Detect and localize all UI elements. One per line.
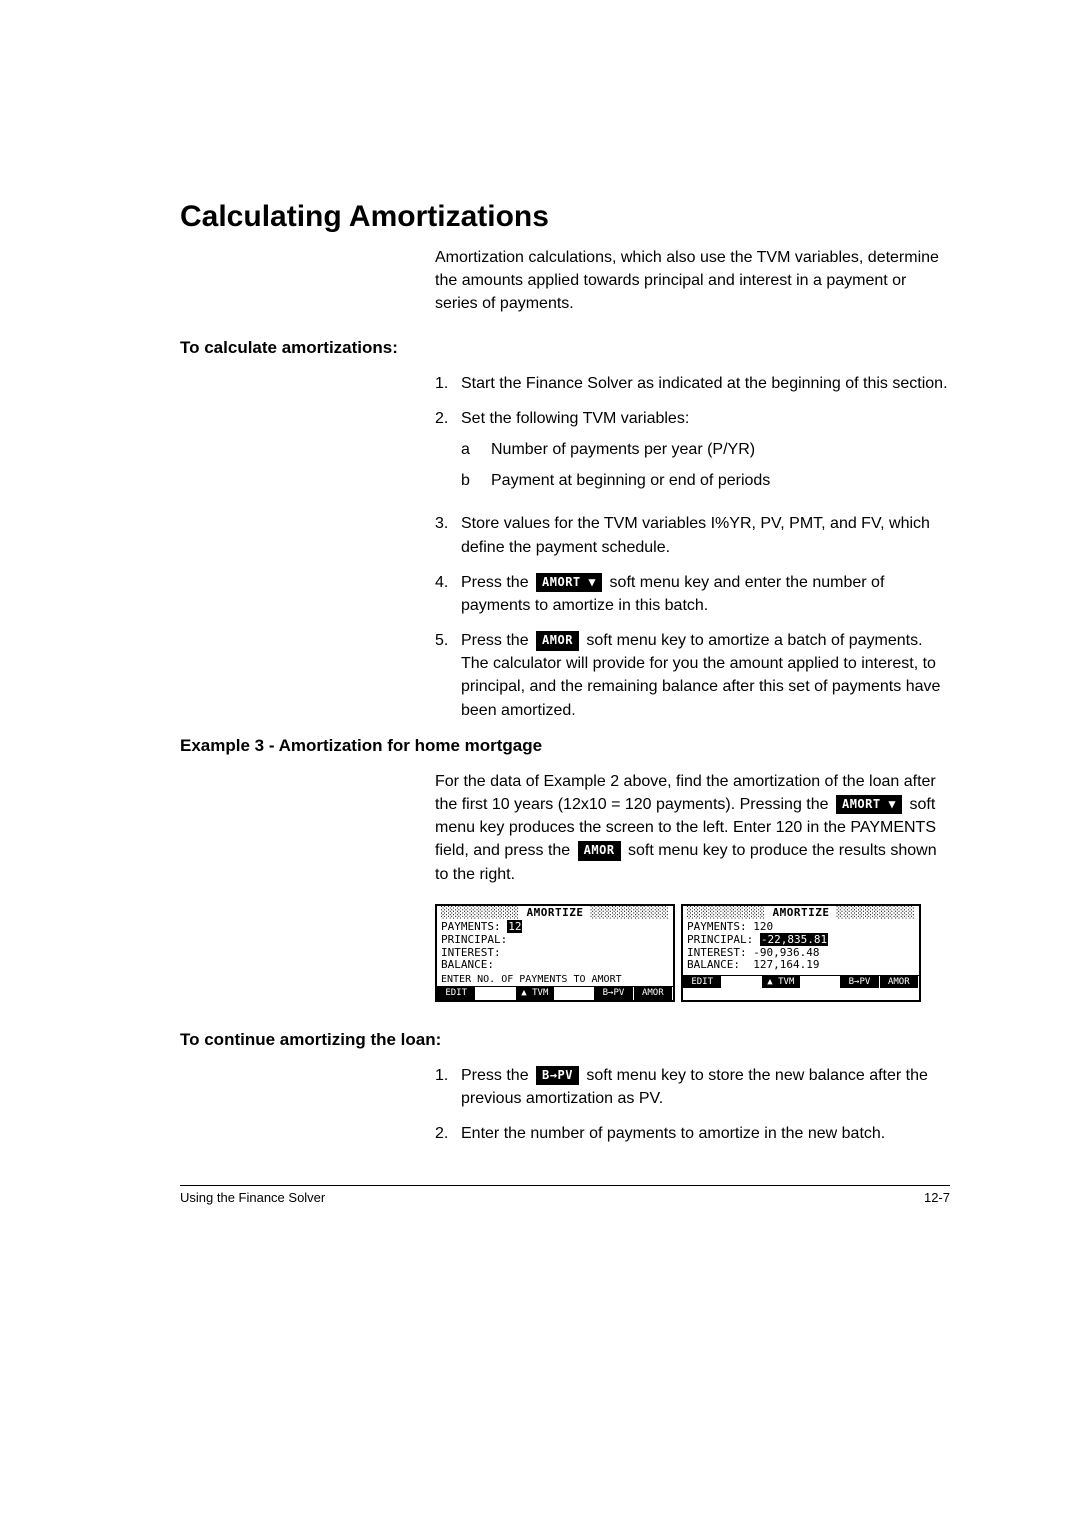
lcd-label: PRINCIPAL: xyxy=(687,933,753,946)
step-item: 1. Press the B→PV soft menu key to store… xyxy=(435,1064,950,1110)
lcd-body: PAYMENTS: 12 PRINCIPAL: INTEREST: BALANC… xyxy=(437,920,673,973)
step-body: Start the Finance Solver as indicated at… xyxy=(461,372,950,395)
step-item: 1. Start the Finance Solver as indicated… xyxy=(435,372,950,395)
lcd-menu-key: B→PV xyxy=(840,976,879,988)
lcd-hint: ENTER NO. OF PAYMENTS TO AMORT xyxy=(437,973,673,987)
lcd-label: BALANCE: xyxy=(687,958,740,971)
softkey-bpv: B→PV xyxy=(536,1066,579,1085)
lcd-value: -90,936.48 xyxy=(753,946,819,959)
substep-item: b Payment at beginning or end of periods xyxy=(461,469,950,492)
substep-text: Payment at beginning or end of periods xyxy=(491,469,770,492)
subheading-continue: To continue amortizing the loan: xyxy=(180,1030,950,1050)
subheading-calculate: To calculate amortizations: xyxy=(180,338,950,358)
lcd-row: BALANCE: 127,164.19 xyxy=(687,959,915,972)
subheading-example: Example 3 - Amortization for home mortga… xyxy=(180,736,950,756)
lcd-menu-key: AMOR xyxy=(634,987,673,999)
page-footer: Using the Finance Solver 12-7 xyxy=(180,1185,950,1205)
lcd-label: PAYMENTS: xyxy=(441,920,501,933)
step-item: 3. Store values for the TVM variables I%… xyxy=(435,512,950,558)
lcd-value: 120 xyxy=(753,920,773,933)
step-item: 4. Press the AMORT ▼ soft menu key and e… xyxy=(435,571,950,617)
lcd-value-highlighted: 12 xyxy=(507,920,522,933)
step-body: Press the AMOR soft menu key to amortize… xyxy=(461,629,950,722)
lcd-menu: EDIT ▲ TVM B→PV AMOR xyxy=(437,986,673,999)
step-item: 2. Set the following TVM variables: a Nu… xyxy=(435,407,950,501)
step-number: 2. xyxy=(435,1122,461,1145)
document-page: Calculating Amortizations Amortization c… xyxy=(0,0,1080,1265)
step-body: Store values for the TVM variables I%YR,… xyxy=(461,512,950,558)
softkey-amort-down: AMORT ▼ xyxy=(836,795,902,814)
substeps: a Number of payments per year (P/YR) b P… xyxy=(461,438,950,492)
step-text: Set the following TVM variables: xyxy=(461,410,689,427)
lcd-value: 127,164.19 xyxy=(747,958,820,971)
step-body: Enter the number of payments to amortize… xyxy=(461,1122,950,1145)
softkey-amor: AMOR xyxy=(536,631,579,650)
lcd-body: PAYMENTS: 120 PRINCIPAL: -22,835.81 INTE… xyxy=(683,920,919,973)
step-number: 4. xyxy=(435,571,461,617)
lcd-label: INTEREST: xyxy=(687,946,747,959)
lcd-menu-key: EDIT xyxy=(437,987,476,999)
steps-list-1: 1. Start the Finance Solver as indicated… xyxy=(435,372,950,722)
lcd-menu-key: ▲ TVM xyxy=(516,987,555,999)
step-text-pre: Press the xyxy=(461,632,533,649)
section-title: Calculating Amortizations xyxy=(180,200,950,234)
lcd-row: BALANCE: xyxy=(441,959,669,972)
lcd-label: PRINCIPAL: xyxy=(441,933,507,946)
step-item: 2. Enter the number of payments to amort… xyxy=(435,1122,950,1145)
calculator-screens: ░░░░░░░░░░░ AMORTIZE ░░░░░░░░░░░ PAYMENT… xyxy=(435,904,950,1002)
lcd-label: BALANCE: xyxy=(441,958,494,971)
lcd-value-highlighted: -22,835.81 xyxy=(760,933,828,946)
intro-paragraph: Amortization calculations, which also us… xyxy=(435,246,950,316)
step-text-pre: Press the xyxy=(461,1067,533,1084)
example-paragraph: For the data of Example 2 above, find th… xyxy=(435,770,950,886)
lcd-header: ░░░░░░░░░░░ AMORTIZE ░░░░░░░░░░░ xyxy=(683,906,919,921)
substep-label: b xyxy=(461,469,491,492)
lcd-menu-key-blank xyxy=(722,976,761,988)
lcd-menu-key: B→PV xyxy=(594,987,633,999)
lcd-menu-key-blank xyxy=(555,987,594,999)
lcd-header: ░░░░░░░░░░░ AMORTIZE ░░░░░░░░░░░ xyxy=(437,906,673,921)
step-number: 2. xyxy=(435,407,461,501)
lcd-menu-key: ▲ TVM xyxy=(762,976,801,988)
softkey-amort-down: AMORT ▼ xyxy=(536,573,602,592)
lcd-label: PAYMENTS: xyxy=(687,920,747,933)
lcd-menu-key-blank xyxy=(476,987,515,999)
step-body: Set the following TVM variables: a Numbe… xyxy=(461,407,950,501)
steps-list-3: 1. Press the B→PV soft menu key to store… xyxy=(435,1064,950,1146)
lcd-label: INTEREST: xyxy=(441,946,501,959)
footer-right: 12-7 xyxy=(924,1190,950,1205)
lcd-screen-right: ░░░░░░░░░░░ AMORTIZE ░░░░░░░░░░░ PAYMENT… xyxy=(681,904,921,1002)
substep-item: a Number of payments per year (P/YR) xyxy=(461,438,950,461)
step-body: Press the AMORT ▼ soft menu key and ente… xyxy=(461,571,950,617)
step-item: 5. Press the AMOR soft menu key to amort… xyxy=(435,629,950,722)
substep-text: Number of payments per year (P/YR) xyxy=(491,438,755,461)
footer-left: Using the Finance Solver xyxy=(180,1190,325,1205)
step-number: 1. xyxy=(435,1064,461,1110)
substep-label: a xyxy=(461,438,491,461)
lcd-screen-left: ░░░░░░░░░░░ AMORTIZE ░░░░░░░░░░░ PAYMENT… xyxy=(435,904,675,1002)
lcd-menu-key-blank xyxy=(801,976,840,988)
lcd-menu-key: EDIT xyxy=(683,976,722,988)
step-number: 1. xyxy=(435,372,461,395)
lcd-menu-key: AMOR xyxy=(880,976,919,988)
softkey-amor: AMOR xyxy=(578,841,621,860)
step-body: Press the B→PV soft menu key to store th… xyxy=(461,1064,950,1110)
lcd-menu: EDIT ▲ TVM B→PV AMOR xyxy=(683,975,919,988)
step-number: 5. xyxy=(435,629,461,722)
step-number: 3. xyxy=(435,512,461,558)
step-text-pre: Press the xyxy=(461,574,533,591)
